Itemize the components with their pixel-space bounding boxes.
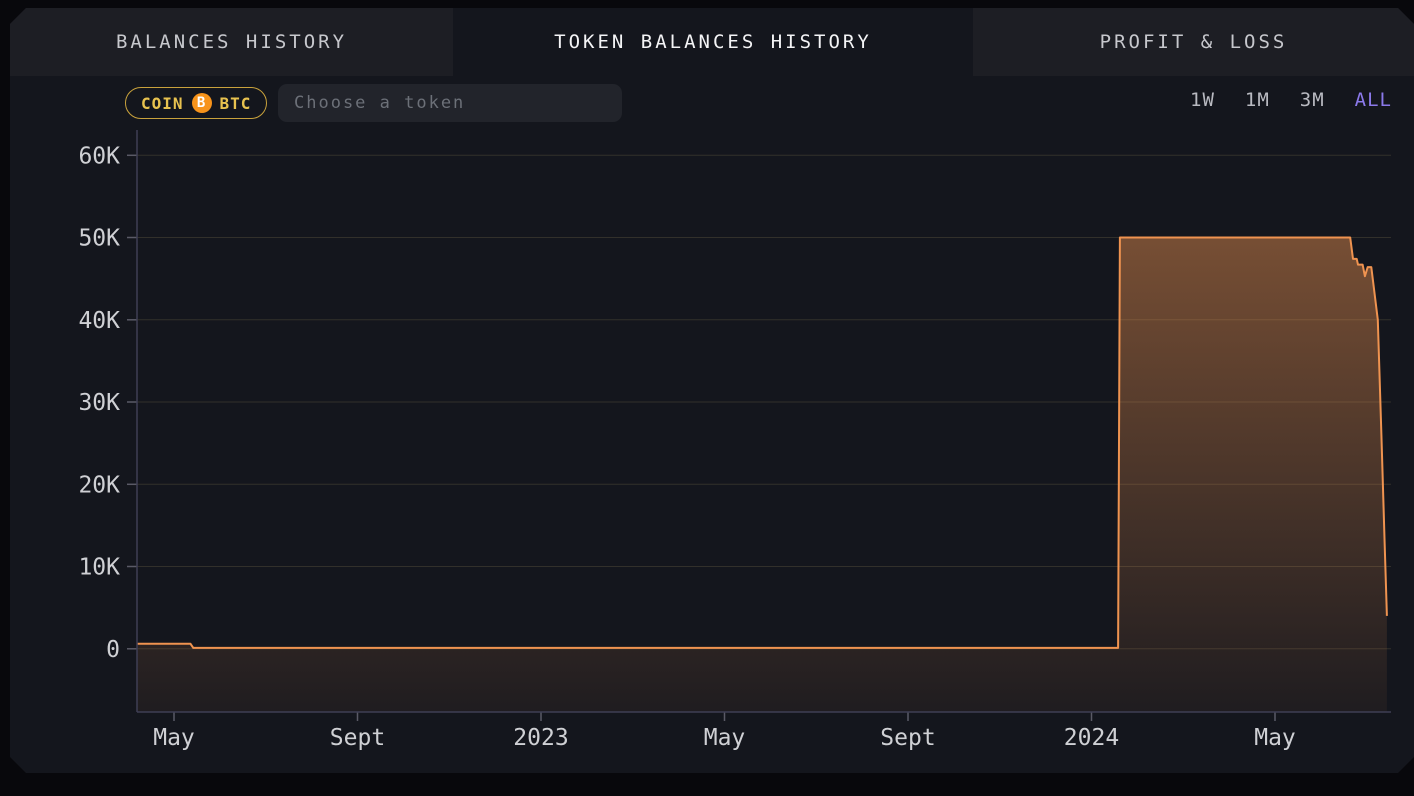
x-tick-label: Sept bbox=[330, 725, 385, 751]
tab-bar: BALANCES HISTORY TOKEN BALANCES HISTORY … bbox=[10, 8, 1414, 76]
balance-area-chart[interactable]: 0 10K 20K 30K 40K 50K 60K May Sept 2023 May Sept 202… bbox=[10, 130, 1414, 773]
range-1w-button[interactable]: 1W bbox=[1190, 89, 1215, 111]
tab-label: BALANCES HISTORY bbox=[115, 31, 348, 53]
tab-token-balances-history[interactable]: TOKEN BALANCES HISTORY bbox=[453, 8, 973, 76]
tab-label: PROFIT & LOSS bbox=[1099, 31, 1288, 53]
chart-svg[interactable]: 0 10K 20K 30K 40K 50K 60K May Sept 2023 May Sept 202… bbox=[10, 130, 1414, 773]
tab-balances-history[interactable]: BALANCES HISTORY bbox=[10, 8, 453, 76]
x-tick-label: Sept bbox=[880, 725, 935, 751]
chart-toolbar: COIN B BTC 1W 1M 3M ALL bbox=[10, 76, 1414, 130]
y-tick-label: 30K bbox=[78, 390, 120, 416]
token-kind-label: COIN bbox=[141, 93, 184, 113]
y-tick-label: 10K bbox=[78, 555, 120, 581]
y-tick-label: 60K bbox=[78, 143, 120, 169]
y-tick-label: 50K bbox=[78, 226, 120, 252]
token-balances-panel: BALANCES HISTORY TOKEN BALANCES HISTORY … bbox=[10, 8, 1414, 773]
y-tick-label: 20K bbox=[78, 472, 120, 498]
tab-profit-and-loss[interactable]: PROFIT & LOSS bbox=[973, 8, 1414, 76]
range-3m-button[interactable]: 3M bbox=[1299, 89, 1325, 111]
x-tick-label: May bbox=[153, 725, 195, 751]
selected-token-chip[interactable]: COIN B BTC bbox=[125, 87, 268, 119]
range-all-button[interactable]: ALL bbox=[1354, 89, 1392, 111]
x-tick-label: 2023 bbox=[513, 725, 568, 751]
x-tick-label: 2024 bbox=[1064, 725, 1119, 751]
token-symbol: BTC bbox=[219, 93, 252, 113]
range-1m-button[interactable]: 1M bbox=[1244, 89, 1270, 111]
bitcoin-icon: B bbox=[191, 93, 212, 113]
y-tick-label: 0 bbox=[106, 637, 120, 663]
time-range-selector: 1W 1M 3M ALL bbox=[1190, 89, 1392, 111]
area-fill bbox=[136, 237, 1387, 712]
balance-line bbox=[136, 236, 1388, 649]
token-search-input[interactable] bbox=[278, 84, 622, 122]
x-tick-label: May bbox=[1254, 725, 1296, 751]
x-tick-label: May bbox=[704, 725, 746, 751]
y-tick-label: 40K bbox=[78, 308, 120, 334]
tab-label: TOKEN BALANCES HISTORY bbox=[554, 31, 872, 53]
